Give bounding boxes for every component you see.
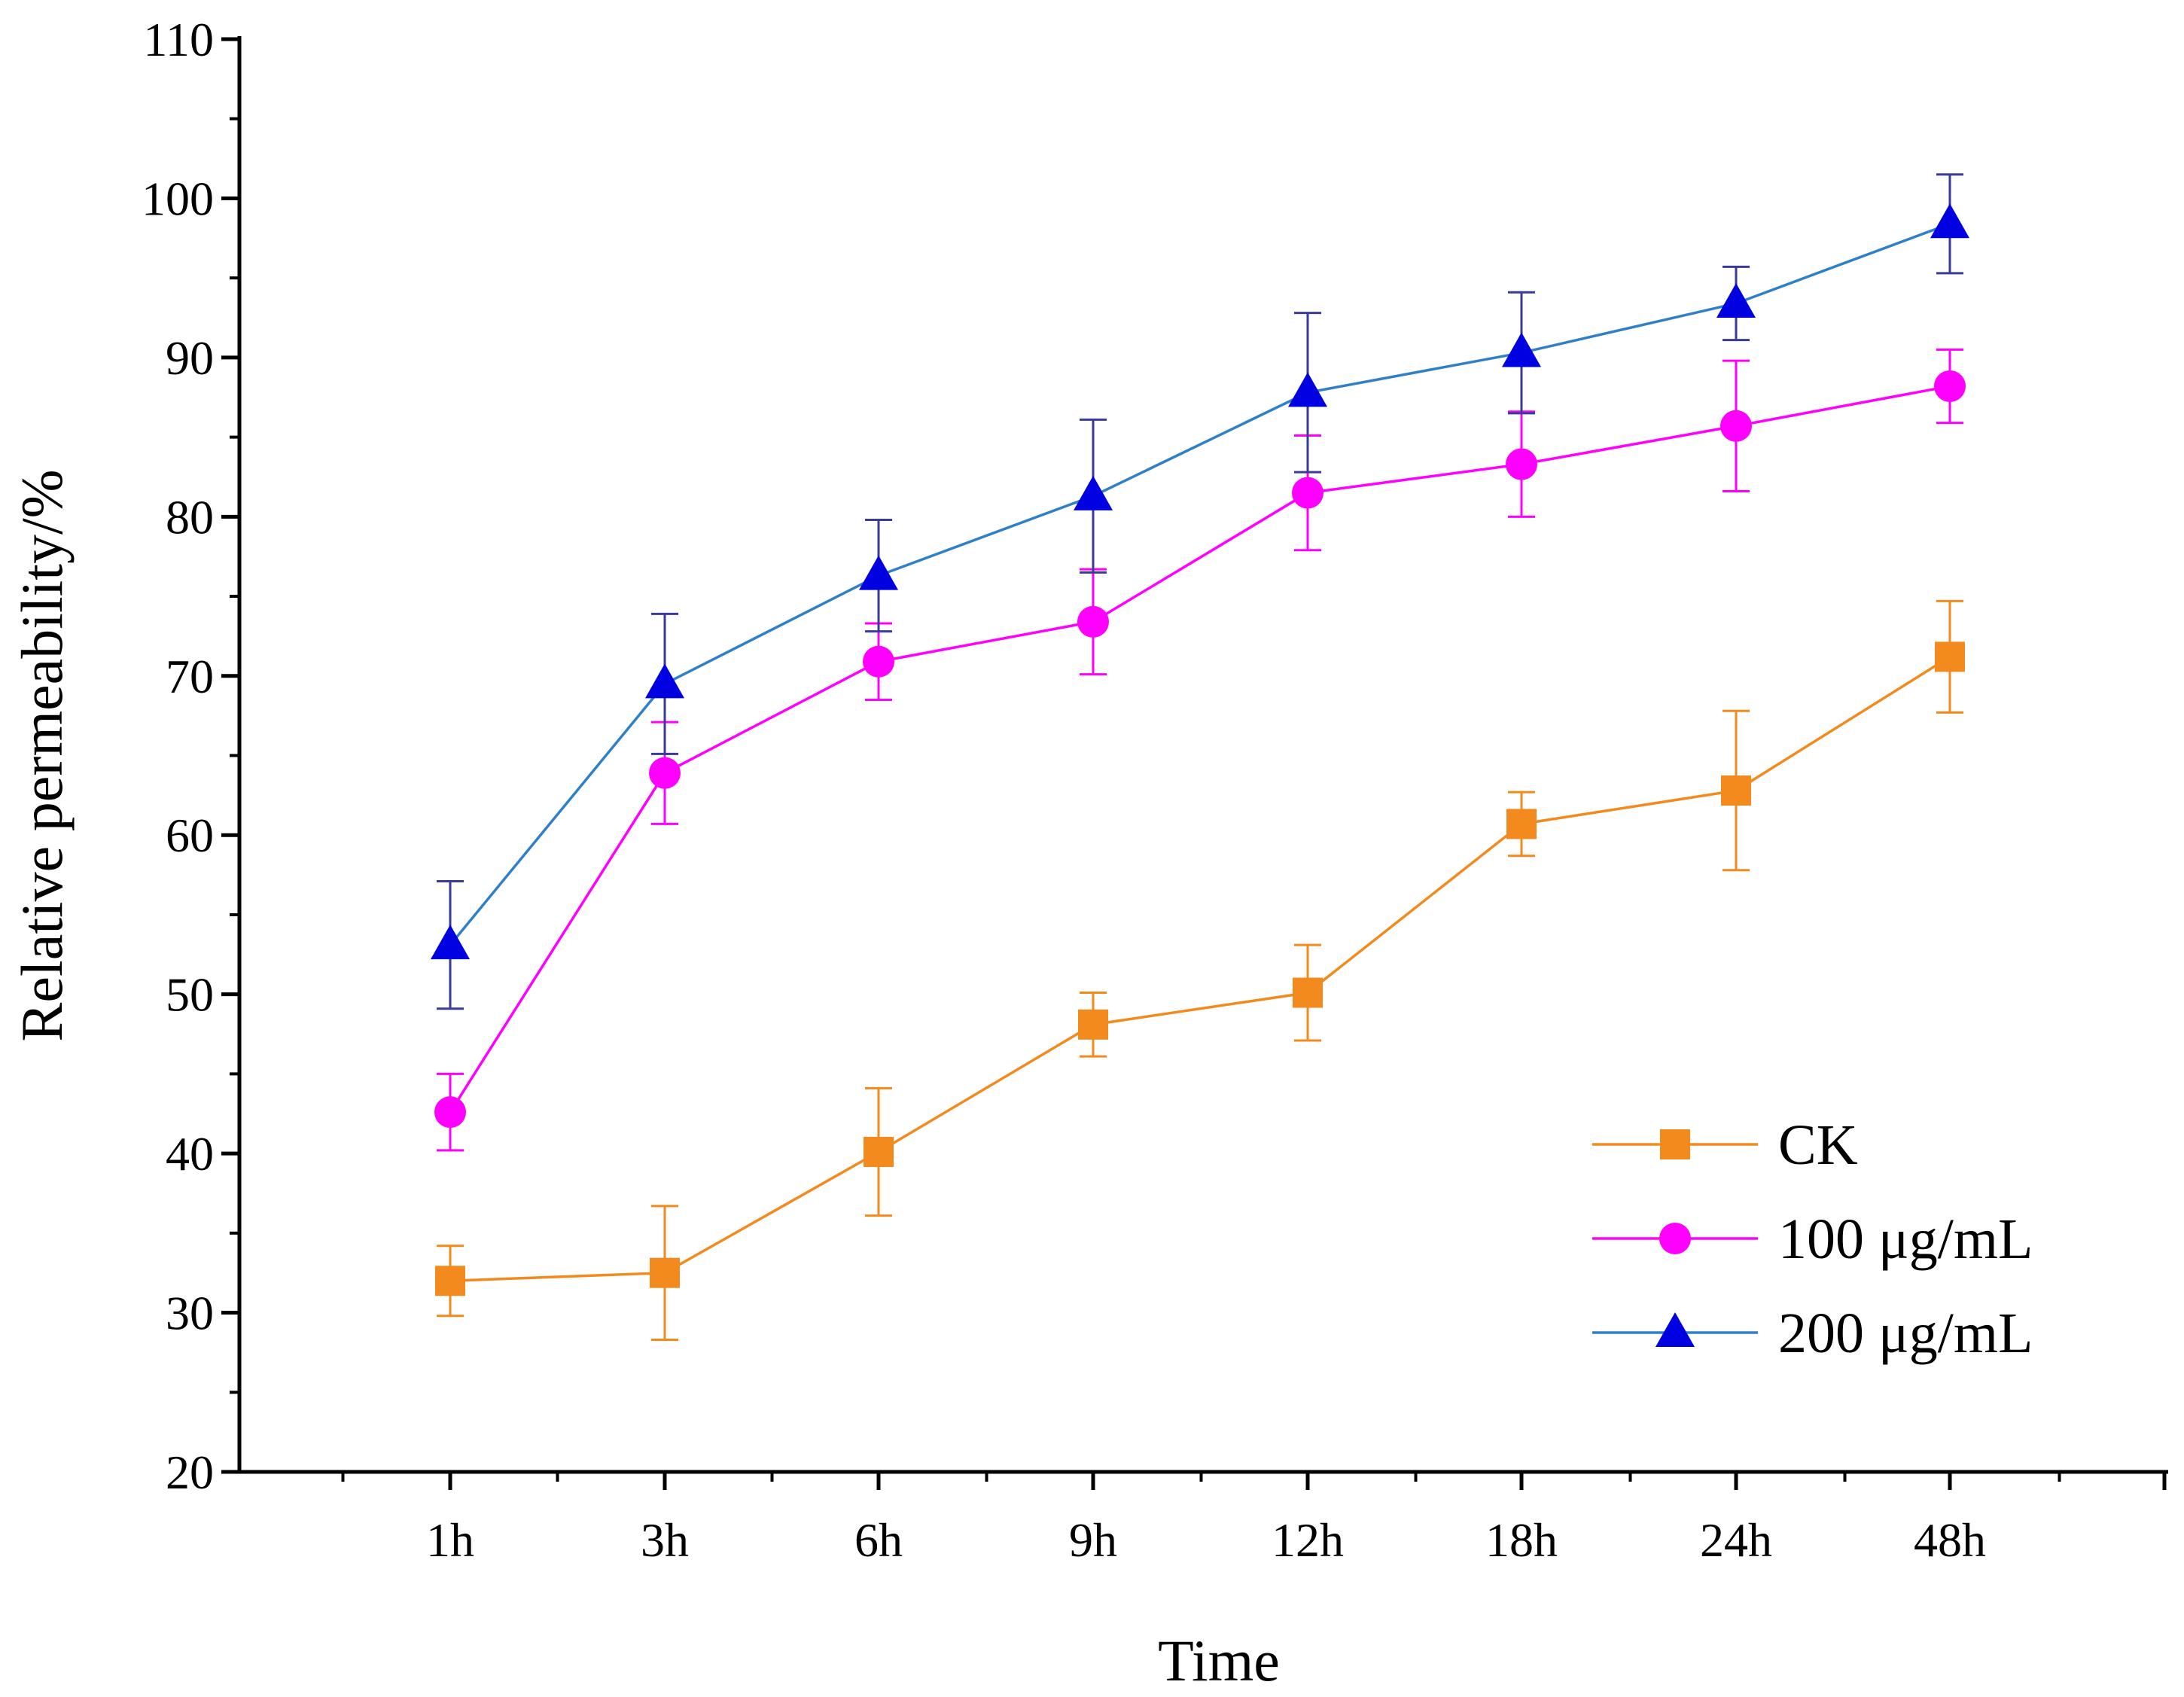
- series-line: [449, 385, 1951, 1114]
- data-point-circle: [1506, 448, 1537, 480]
- y-tick-label: 20: [166, 1446, 214, 1499]
- series-line: [449, 222, 1951, 946]
- x-tick-label: 48h: [1914, 1513, 1986, 1567]
- legend-item-triangle: 200 μg/mL: [1592, 1302, 2033, 1365]
- legend-label: 100 μg/mL: [1778, 1208, 2033, 1271]
- y-tick-label: 110: [143, 13, 214, 66]
- data-point-triangle: [1502, 332, 1541, 367]
- data-point-triangle: [645, 663, 684, 699]
- x-tick-label: 9h: [1069, 1513, 1117, 1567]
- series-line: [449, 655, 1951, 1283]
- data-point-square: [1935, 641, 1965, 672]
- x-tick-label: 24h: [1700, 1513, 1772, 1567]
- data-point-square: [1721, 775, 1751, 806]
- legend-label: 200 μg/mL: [1778, 1302, 2033, 1365]
- legend-label: CK: [1778, 1114, 1858, 1177]
- y-tick-label: 70: [166, 650, 214, 703]
- data-point-triangle: [431, 925, 470, 960]
- y-tick-label: 30: [166, 1287, 214, 1340]
- data-point-square: [1293, 977, 1323, 1008]
- series-layer: [431, 173, 1969, 1342]
- y-tick-label: 80: [166, 490, 214, 544]
- data-point-circle: [1934, 370, 1966, 402]
- data-point-triangle: [859, 555, 898, 590]
- series-triangle: [431, 173, 1969, 1010]
- data-point-square: [435, 1266, 465, 1296]
- data-point-circle: [434, 1096, 466, 1129]
- x-tick-label: 1h: [426, 1513, 474, 1567]
- y-tick-label: 100: [142, 172, 214, 225]
- y-axis-title: Relative permeability/%: [9, 469, 75, 1041]
- x-tick-label: 3h: [641, 1513, 689, 1567]
- data-point-square: [1078, 1009, 1108, 1040]
- legend: CK 100 μg/mL 200 μg/mL: [1592, 1114, 2033, 1365]
- data-point-circle: [1077, 605, 1109, 638]
- y-tick-label: 50: [166, 968, 214, 1022]
- data-point-triangle: [1288, 372, 1327, 407]
- data-point-circle: [863, 645, 894, 678]
- data-point-triangle: [1716, 282, 1756, 318]
- x-tick-label: 12h: [1272, 1513, 1344, 1567]
- x-tick-label: 18h: [1485, 1513, 1558, 1567]
- data-point-circle: [1292, 477, 1323, 509]
- legend-item-circle: 100 μg/mL: [1592, 1208, 2033, 1271]
- data-point-circle: [1720, 410, 1752, 442]
- legend-marker-circle: [1659, 1223, 1691, 1254]
- data-point-triangle: [1930, 203, 1969, 239]
- y-tick-label: 60: [166, 809, 214, 862]
- legend-marker-triangle: [1656, 1312, 1695, 1347]
- data-point-square: [1506, 809, 1537, 839]
- axes: 20 30 40 50 60 70 80 90 100 110 1h 3h 6h 9h 12h 18h 24h 4…: [142, 13, 2168, 1567]
- series-square: [435, 599, 1965, 1342]
- data-point-square: [650, 1257, 680, 1288]
- x-tick-label: 6h: [854, 1513, 903, 1567]
- series-circle: [434, 348, 1966, 1152]
- data-point-circle: [649, 757, 681, 789]
- legend-marker-square: [1660, 1129, 1690, 1159]
- data-point-triangle: [1074, 475, 1113, 510]
- legend-item-square: CK: [1592, 1114, 1858, 1177]
- y-tick-label: 90: [166, 331, 214, 385]
- data-point-square: [864, 1136, 894, 1167]
- y-tick-label: 40: [166, 1127, 214, 1181]
- x-axis-title: Time: [1158, 1628, 1280, 1693]
